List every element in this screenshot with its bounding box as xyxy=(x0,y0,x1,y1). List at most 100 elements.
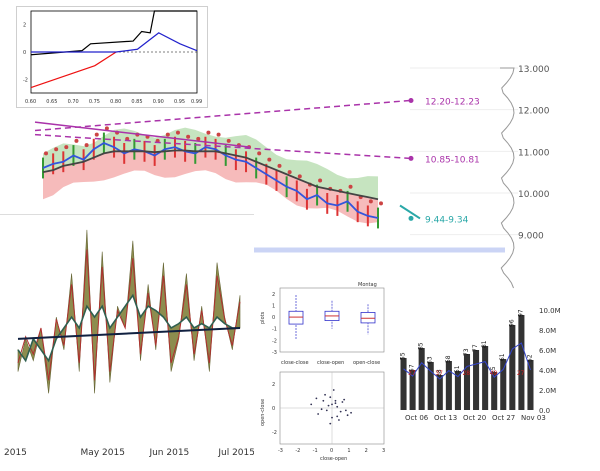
volatility-svg: 2015 May 2015 Jun 2015 Jul 2015 xyxy=(4,229,254,458)
payoff-svg: 0.60 0.65 0.70 0.75 0.80 0.85 0.90 0.95 0.99 2 0 -2 xyxy=(23,10,202,105)
lower-band xyxy=(43,150,378,224)
volume-chart: 55 57 85 63 38 58 51 73 77 81 55 61 96 97 52 27 37 28 49 27… xyxy=(395,292,570,424)
vol-area xyxy=(17,229,241,394)
volume-bar-11 xyxy=(500,359,507,410)
scatter-svg: -3 -2 -1 0 1 2 3 2 0 -2 close-open open-close xyxy=(260,371,385,462)
box-y-tick-5: -3 xyxy=(272,350,277,356)
payoff-x-tick-6: 0.90 xyxy=(153,99,164,105)
scatter-xlabel: close-open xyxy=(320,456,347,462)
scatter-x-tick-0: -3 xyxy=(278,448,283,454)
volume-bar-1 xyxy=(409,370,416,410)
payoff-x-tick-7: 0.95 xyxy=(174,99,185,105)
annotation-marker-0 xyxy=(408,98,414,103)
volume-red-label-4: 27 xyxy=(517,370,525,377)
scatter-point-19 xyxy=(331,403,333,406)
scatter-point-21 xyxy=(344,409,347,412)
dot-25 xyxy=(297,174,302,179)
scatter-x-tick-3: 0 xyxy=(330,448,333,454)
payoff-chart: 0.60 0.65 0.70 0.75 0.80 0.85 0.90 0.95 0.99 2 0 -2 xyxy=(16,6,208,108)
scatter-point-8 xyxy=(339,410,342,413)
volume-bar-7 xyxy=(463,354,471,410)
box-annotation: Montag xyxy=(358,282,377,288)
volatility-chart: 2015 May 2015 Jun 2015 Jul 2015 xyxy=(0,214,254,471)
y-tick-label-3: 12.000 xyxy=(518,107,550,117)
volume-bar-9 xyxy=(482,346,489,410)
scatter-point-3 xyxy=(325,409,328,412)
dot-27 xyxy=(318,178,323,183)
payoff-x-tick-1: 0.65 xyxy=(46,99,57,105)
volume-bar-4 xyxy=(436,375,443,410)
dot-12 xyxy=(165,132,170,137)
y-tick-label-0: 9.000 xyxy=(518,232,544,242)
volume-bar-3 xyxy=(427,362,434,410)
scatter-x-tick-4: 1 xyxy=(347,448,350,454)
payoff-x-tick-2: 0.70 xyxy=(68,99,79,105)
scatter-point-10 xyxy=(346,414,349,417)
vol-x-tick-1: May 2015 xyxy=(81,448,125,458)
volume-bar-label-5: 58 xyxy=(445,355,452,363)
scatter-y-tick-1: 0 xyxy=(272,406,275,412)
target-line-low xyxy=(399,204,421,220)
y-tick-label-4: 13.000 xyxy=(518,65,550,75)
volume-bar-10 xyxy=(491,372,498,410)
dot-22 xyxy=(267,157,272,162)
annotation-label-1: 10.85-10.81 xyxy=(425,155,480,165)
box-y-tick-4: -2 xyxy=(272,338,277,344)
volume-profile xyxy=(500,67,515,289)
dot-0 xyxy=(44,151,48,156)
vol-ma-line xyxy=(17,293,240,363)
volume-bar-label-4: 38 xyxy=(436,369,443,377)
scatter-point-6 xyxy=(334,402,337,405)
scatter-point-18 xyxy=(336,415,339,418)
volume-y-tick-2: 4.0M xyxy=(539,367,556,375)
scatter-x-tick-6: 3 xyxy=(382,448,385,454)
scatter-point-12 xyxy=(332,389,335,391)
volume-bar-label-11: 61 xyxy=(499,353,506,361)
y-tick-label-2: 11.000 xyxy=(518,148,550,158)
dot-18 xyxy=(226,138,231,143)
dot-30 xyxy=(348,184,353,189)
volume-x-tick-4: Nov 03 xyxy=(521,414,546,422)
dot-13 xyxy=(175,130,180,135)
payoff-series-0 xyxy=(30,10,197,56)
scatter-point-1 xyxy=(317,413,320,415)
scatter-x-tick-5: 2 xyxy=(365,448,368,454)
vol-red-line xyxy=(17,249,241,381)
dot-33 xyxy=(379,201,383,206)
annotation-label-0: 12.20-12.23 xyxy=(425,98,480,108)
scatter-point-14 xyxy=(327,404,330,407)
volume-bar-label-6: 51 xyxy=(454,365,461,373)
scatter-point-20 xyxy=(324,393,326,396)
volume-bar-12 xyxy=(509,325,516,410)
annotation-marker-2 xyxy=(408,215,414,221)
upper-band xyxy=(43,127,378,200)
scatter-point-22 xyxy=(334,399,337,402)
volume-bar-label-9: 81 xyxy=(481,340,488,348)
box-y-tick-2: 0 xyxy=(272,315,275,321)
payoff-x-tick-0: 0.60 xyxy=(25,99,36,105)
vol-x-tick-2: Jun 2015 xyxy=(148,448,189,458)
dot-14 xyxy=(186,134,191,139)
scatter-point-9 xyxy=(343,398,346,401)
volume-y-tick-3: 6.0M xyxy=(539,347,556,355)
price-series-1 xyxy=(42,149,379,201)
vol-trend-line xyxy=(17,327,241,340)
scatter-point-11 xyxy=(320,408,323,411)
volume-bar-label-14: 52 xyxy=(526,354,533,362)
volume-x-tick-2: Oct 20 xyxy=(463,414,486,422)
dot-6 xyxy=(104,126,109,131)
box-category-1: close-open xyxy=(317,360,344,366)
box-y-tick-3: -1 xyxy=(272,327,277,333)
payoff-x-tick-4: 0.80 xyxy=(110,99,121,105)
box-frame xyxy=(279,287,385,353)
volume-bar-label-3: 63 xyxy=(427,356,434,364)
scatter-point-2 xyxy=(322,399,325,402)
volume-y-tick-0: 0.0 xyxy=(539,407,550,415)
scatter-point-5 xyxy=(331,416,333,419)
box-ylabel: plots xyxy=(260,311,266,324)
volume-bar-8 xyxy=(473,350,480,410)
volume-y-tick-4: 8.0M xyxy=(539,327,556,335)
dot-3 xyxy=(74,138,79,143)
volume-bar-6 xyxy=(454,371,461,410)
